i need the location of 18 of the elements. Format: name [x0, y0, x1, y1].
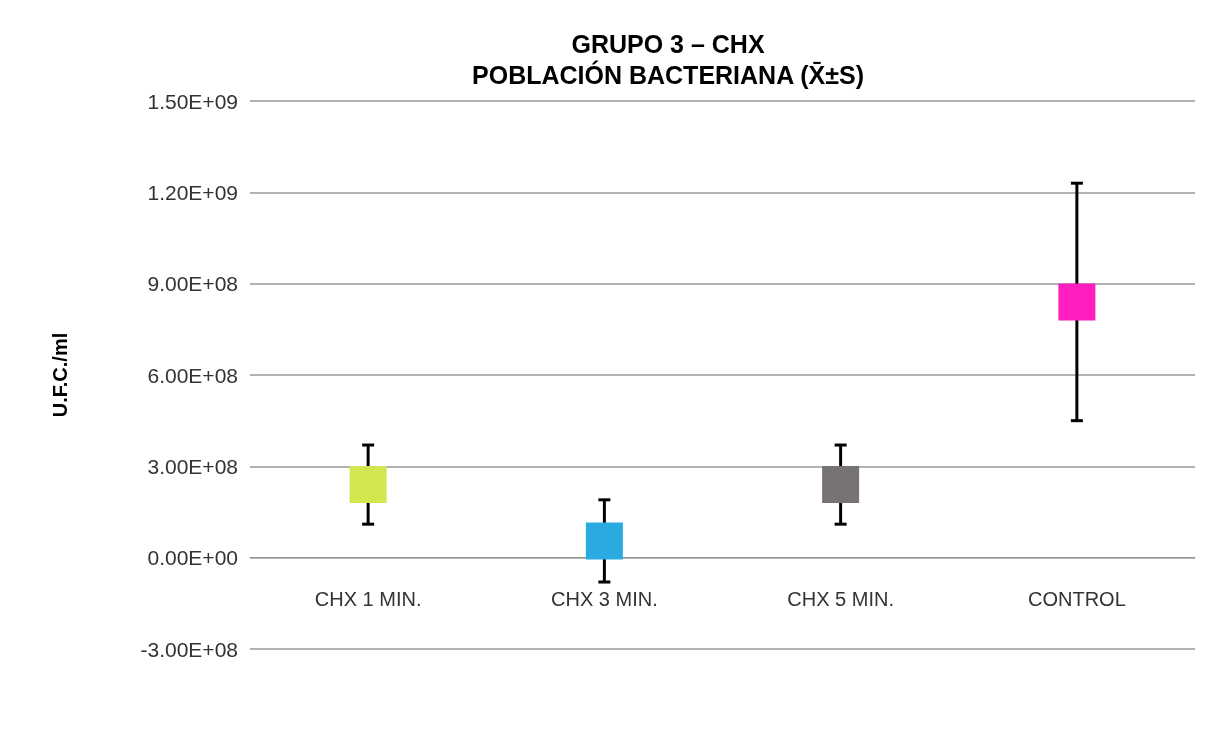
x-tick-label: CONTROL	[1027, 587, 1126, 610]
point	[585, 522, 623, 560]
y-tick-label: 3.00E+08	[147, 454, 238, 478]
chart-subtitle: POBLACIÓN BACTERIANA (X̄±S)	[472, 59, 864, 89]
chart-title: GRUPO 3 – CHX	[571, 29, 765, 58]
x-tick-label: CHX 1 MIN.	[314, 587, 422, 610]
y-tick-label: 6.00E+08	[147, 363, 238, 387]
x-tick-label: CHX 3 MIN.	[551, 587, 658, 610]
x-tick-label: CHX 5 MIN.	[787, 587, 894, 610]
point	[822, 466, 860, 504]
y-tick-label: 1.20E+09	[147, 180, 238, 204]
y-tick-label: 0.00E+00	[147, 546, 238, 570]
y-axis-title: U.F.C./ml	[49, 332, 71, 418]
point	[349, 466, 387, 504]
y-tick-label: 1.50E+09	[147, 89, 238, 113]
y-tick-label: -3.00E+08	[140, 637, 238, 661]
y-tick-label: 9.00E+08	[147, 272, 238, 296]
point	[1058, 283, 1096, 321]
